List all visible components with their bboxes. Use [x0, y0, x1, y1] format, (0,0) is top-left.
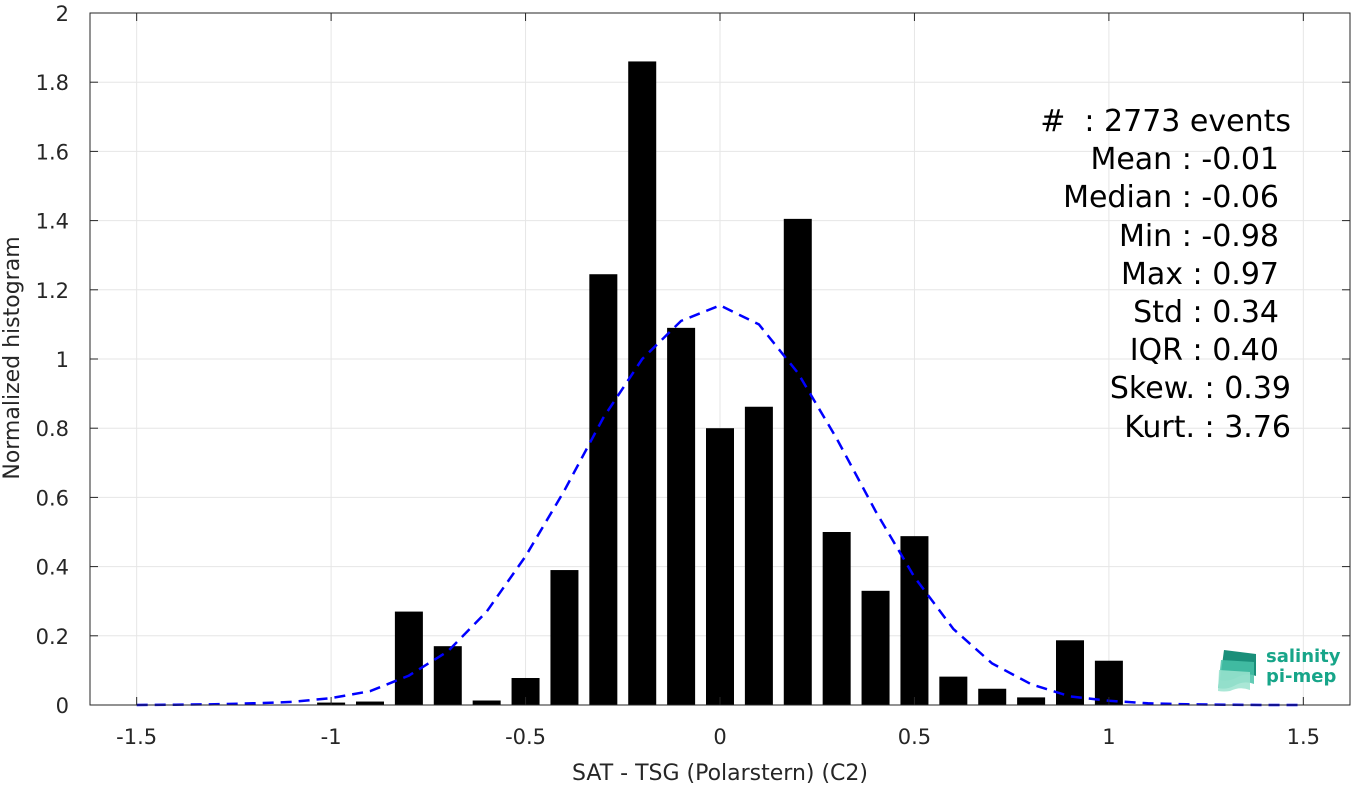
x-tick-label: -1 [321, 725, 342, 749]
y-tick-label: 1.2 [36, 279, 69, 303]
histogram-bar [900, 536, 929, 705]
y-tick-label: 0.6 [36, 486, 69, 510]
stats-iqr: IQR : 0.40 [1129, 333, 1279, 369]
x-tick-label: 1 [1102, 725, 1115, 749]
x-tick-label: 0 [713, 725, 726, 749]
stats-skew: Skew. : 0.39 [1109, 371, 1291, 407]
x-axis-label: SAT - TSG (Polarstern) (C2) [572, 761, 868, 785]
axes [89, 12, 1351, 706]
histogram-bar [667, 327, 696, 705]
histogram-bar [783, 218, 812, 705]
stats-std: Std : 0.34 [1133, 295, 1279, 331]
histogram-bar [356, 701, 384, 705]
histogram-bar [628, 61, 657, 705]
histogram-bar [1017, 697, 1046, 705]
histogram-bar [433, 646, 462, 705]
histogram-bar [472, 700, 501, 705]
stats-mean: Mean : -0.01 [1090, 142, 1279, 178]
histogram-bar [394, 611, 423, 705]
histogram-bar [706, 428, 734, 705]
stats-kurt: Kurt. : 3.76 [1124, 409, 1291, 445]
x-tick-label: -0.5 [505, 725, 546, 749]
statistics-box: # : 2773 events Mean : -0.01 Median : -0… [1040, 103, 1291, 447]
logo-text-line2: pi-mep [1266, 666, 1337, 687]
y-tick-label: 0.2 [36, 625, 69, 649]
logo-text: salinity pi-mep [1266, 647, 1341, 687]
histogram-bar [939, 676, 968, 705]
y-tick-label: 0.4 [36, 556, 69, 580]
x-tick-label: 0.5 [898, 725, 931, 749]
x-tick-label: -1.5 [116, 725, 157, 749]
histogram-bar [1056, 640, 1084, 705]
stats-min: Min : -0.98 [1118, 218, 1279, 254]
histogram-bar [550, 570, 579, 705]
y-tick-label: 0 [56, 694, 69, 718]
y-tick-label: 2 [56, 2, 69, 26]
logo-text-line1: salinity [1266, 646, 1341, 667]
stats-max: Max : 0.97 [1121, 256, 1279, 292]
histogram-bar [822, 532, 851, 705]
histogram-bar [861, 590, 890, 705]
y-tick-labels: 0 0.2 0.4 0.6 0.8 1 1.2 1.4 1.6 1.8 2 [36, 2, 69, 718]
y-axis-label: Normalized histogram [0, 236, 25, 479]
stats-events: # : 2773 events [1040, 104, 1291, 139]
histogram-bar [744, 406, 773, 705]
salinity-pi-mep-logo: salinity pi-mep [1216, 646, 1346, 692]
stats-median: Median : -0.06 [1063, 180, 1279, 216]
y-tick-label: 1 [56, 348, 69, 372]
histogram-bar [978, 688, 1007, 705]
histogram-bar [589, 274, 618, 705]
y-tick-label: 1.6 [36, 140, 69, 164]
x-tick-label: 1.5 [1287, 725, 1320, 749]
y-tick-label: 1.4 [36, 210, 69, 234]
y-tick-label: 0.8 [36, 417, 69, 441]
waves-logo-icon [1218, 650, 1256, 692]
histogram-bars [317, 61, 1123, 705]
y-tick-label: 1.8 [36, 71, 69, 95]
x-tick-labels: -1.5 -1 -0.5 0 0.5 1 1.5 [116, 725, 1320, 749]
